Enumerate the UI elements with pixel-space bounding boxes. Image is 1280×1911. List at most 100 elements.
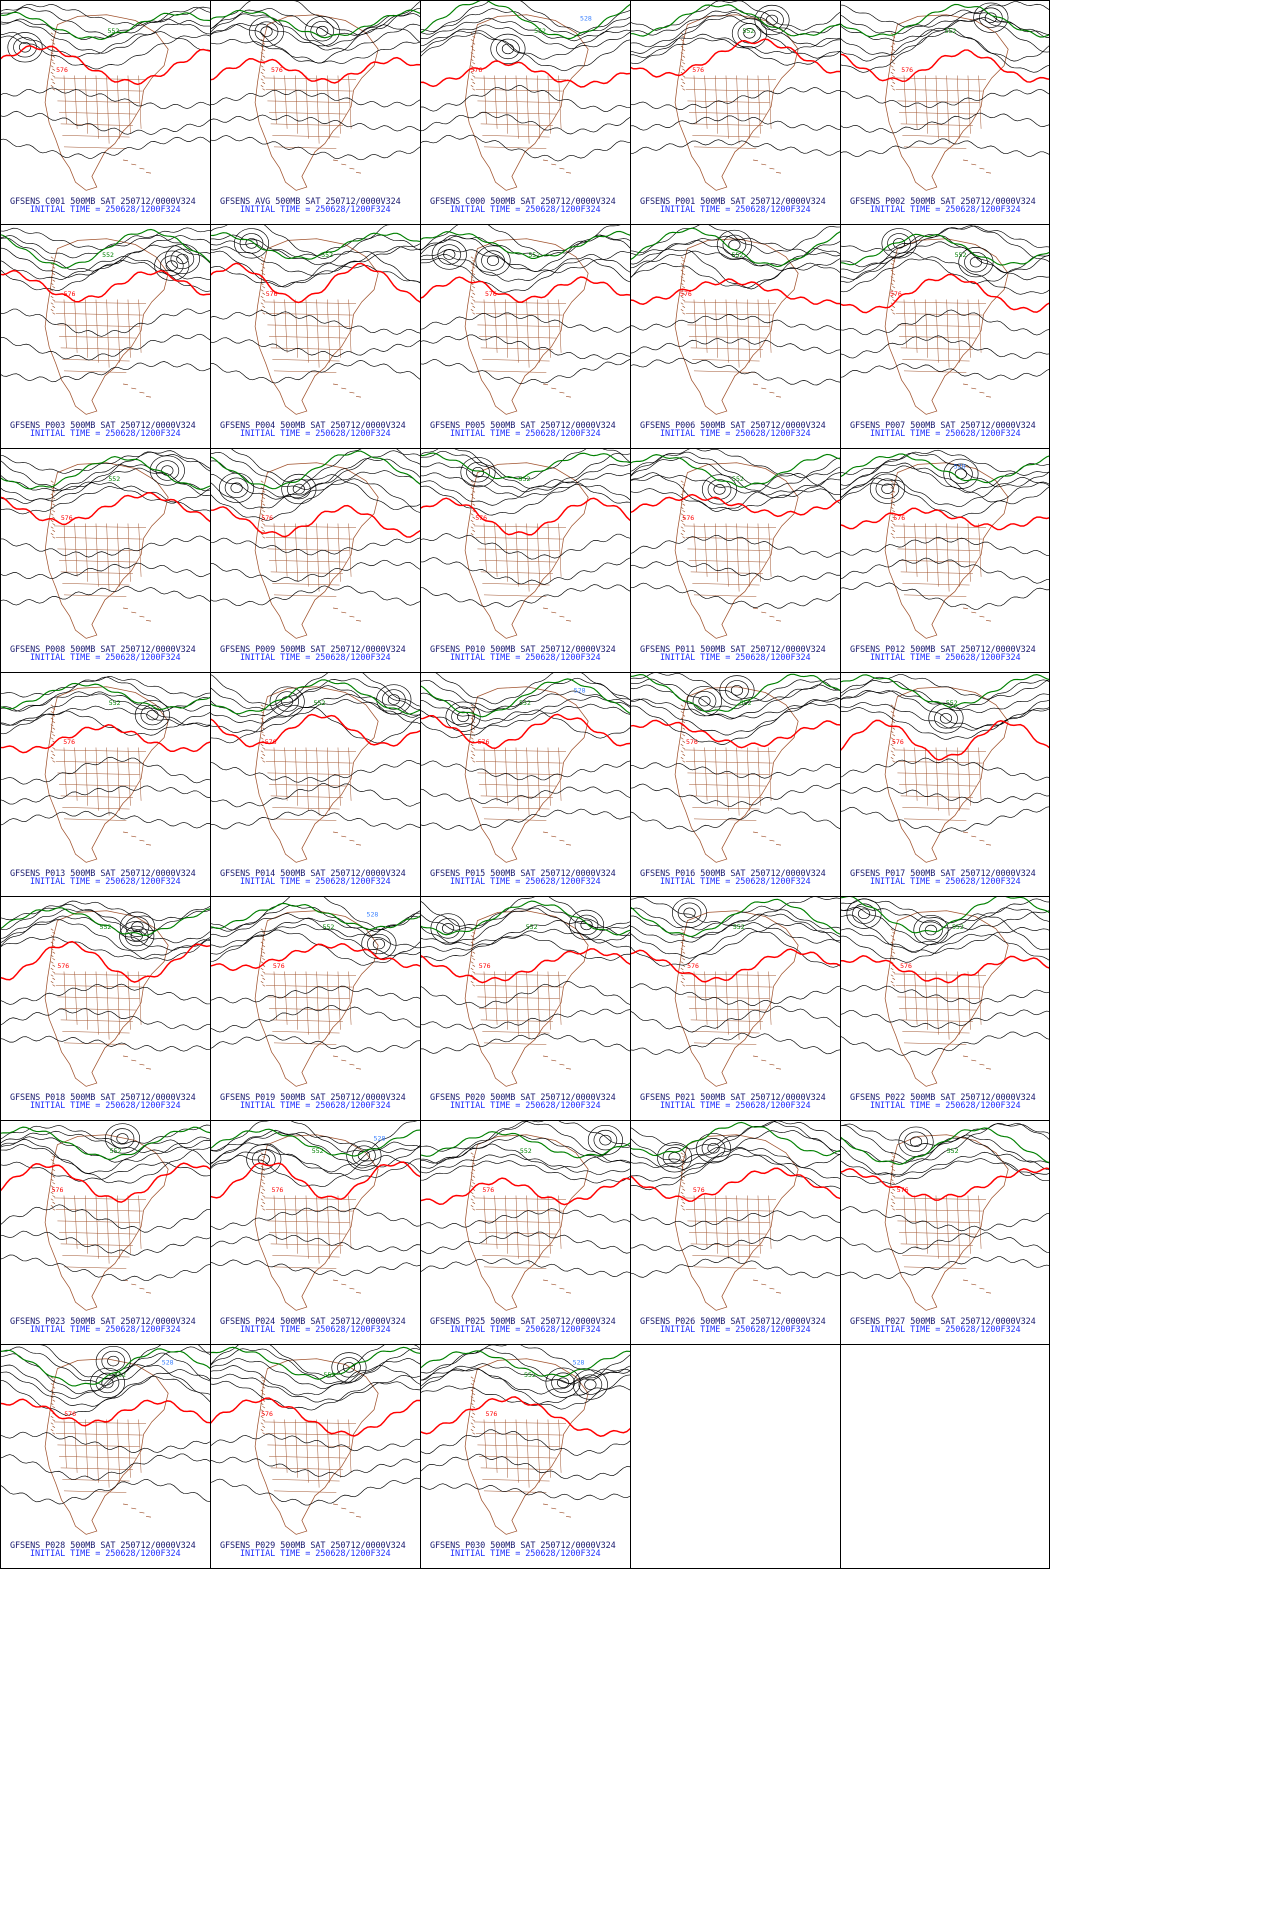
contour-576 [630,719,840,749]
grid-divider [0,1344,1050,1345]
height-contours [630,0,840,156]
ensemble-panel: 576 GFSENS P009 500MB SAT 250712/0000V324… [210,448,420,672]
height-contour-map: 576 552 [840,896,1050,1087]
geography-outline [674,1134,799,1311]
panel-caption: GFSENS P015 500MB SAT 250712/0000V324 [430,869,616,879]
contour-value-label: 552 [519,699,531,707]
contour-576 [0,492,210,526]
contour-552 [630,4,840,37]
contour-552 [840,3,1050,38]
contour-552 [840,896,1050,934]
panel-initial-time: INITIAL TIME = 250628/1200F324 [870,429,1021,439]
panel-caption: GFSENS P010 500MB SAT 250712/0000V324 [430,645,616,655]
ensemble-panel: 576 552 528 GFSENS C000 500MB SAT 250712/00… [420,0,630,224]
geography-outline [674,462,799,639]
panel-caption: GFSENS P028 500MB SAT 250712/0000V324 [10,1541,196,1551]
contour-576 [210,943,420,972]
contour-value-label: 576 [890,290,902,298]
panel-caption: GFSENS P026 500MB SAT 250712/0000V324 [640,1317,826,1327]
grid-divider [210,0,211,1568]
panel-initial-time: INITIAL TIME = 250628/1200F324 [660,429,811,439]
panel-caption: GFSENS P018 500MB SAT 250712/0000V324 [10,1093,196,1103]
contour-552 [0,228,210,269]
contour-value-label: 576 [272,1186,284,1194]
contour-value-label: 552 [314,699,326,707]
height-contour-map: 576 552 [420,896,630,1087]
panel-initial-time: INITIAL TIME = 250628/1200F324 [450,1101,601,1111]
ensemble-panel: 576 552 GFSENS P011 500MB SAT 250712/0000V… [630,448,840,672]
contour-576 [420,276,630,303]
geography-outline [254,1358,379,1535]
panel-initial-time: INITIAL TIME = 250628/1200F324 [450,429,601,439]
ensemble-panel: 576 552 GFSENS P017 500MB SAT 250712/0000V… [840,672,1050,896]
contour-value-label: 552 [524,1371,536,1379]
height-contours [210,1344,420,1506]
contour-value-label: 576 [271,66,283,74]
grid-divider [0,1120,1050,1121]
panel-initial-time: INITIAL TIME = 250628/1200F324 [450,653,601,663]
contour-576 [420,497,630,536]
panel-initial-time: INITIAL TIME = 250628/1200F324 [30,1325,181,1335]
contour-value-label: 528 [574,687,586,695]
panel-caption: GFSENS P008 500MB SAT 250712/0000V324 [10,645,196,655]
panel-initial-time: INITIAL TIME = 250628/1200F324 [240,429,391,439]
contour-576 [630,493,840,518]
panel-caption: GFSENS P030 500MB SAT 250712/0000V324 [430,1541,616,1551]
panel-initial-time: INITIAL TIME = 250628/1200F324 [660,653,811,663]
ensemble-panel: 576 552 GFSENS P007 500MB SAT 250712/0000V… [840,224,1050,448]
panel-initial-time: INITIAL TIME = 250628/1200F324 [240,1549,391,1559]
height-contour-map: 576 528 [840,449,1050,639]
contour-value-label: 576 [63,738,75,746]
panel-caption: GFSENS P002 500MB SAT 250712/0000V324 [850,197,1036,207]
height-contours [0,227,210,383]
contour-value-label: 528 [367,911,379,919]
panel-initial-time: INITIAL TIME = 250628/1200F324 [870,1101,1021,1111]
height-contours [840,1123,1050,1279]
contour-552 [0,456,210,490]
panel-caption: GFSENS P019 500MB SAT 250712/0000V324 [220,1093,406,1103]
contour-576 [0,1398,210,1427]
geography-outline [464,1358,589,1535]
panel-caption: GFSENS P014 500MB SAT 250712/0000V324 [220,869,406,879]
height-contours [840,674,1050,833]
contour-value-label: 552 [114,1371,126,1379]
contour-value-label: 576 [693,1186,705,1194]
ensemble-panel: 576 552 GFSENS P029 500MB SAT 250712/0000V… [210,1344,420,1568]
contour-value-label: 576 [892,738,904,746]
contour-576 [630,278,840,306]
contour-value-label: 552 [733,923,745,931]
grid-divider [1049,0,1050,1568]
grid-divider [0,672,1050,673]
height-contours [210,896,420,1053]
contour-552 [0,1348,210,1387]
geography-outline [674,910,799,1087]
height-contours [840,225,1050,380]
panel-initial-time: INITIAL TIME = 250628/1200F324 [450,877,601,887]
panel-caption: GFSENS C001 500MB SAT 250712/0000V324 [10,197,196,207]
contour-576 [420,713,630,749]
panel-initial-time: INITIAL TIME = 250628/1200F324 [30,653,181,663]
contour-value-label: 576 [682,514,694,522]
ensemble-panel: 576 552 GFSENS P003 500MB SAT 250712/0000V… [0,224,210,448]
contour-552 [210,450,420,490]
grid-divider [420,0,421,1568]
ensemble-panel: 576 552 GFSENS P025 500MB SAT 250712/0000V… [420,1120,630,1344]
contour-value-label: 552 [110,1147,122,1155]
panel-caption: GFSENS P024 500MB SAT 250712/0000V324 [220,1317,406,1327]
contour-576 [630,38,840,78]
contour-552 [420,230,630,260]
height-contour-map: 576 552 528 [420,0,630,191]
height-contour-map: 576 552 528 [420,672,630,863]
geography-outline [884,686,1009,863]
contour-552 [630,227,840,268]
panel-caption: GFSENS P001 500MB SAT 250712/0000V324 [640,197,826,207]
ensemble-panel: 576 552 528 GFSENS P024 500MB SAT 250712/00… [210,1120,420,1344]
contour-value-label: 552 [742,27,754,35]
contour-552 [840,1127,1050,1166]
geography-outline [44,238,169,415]
contour-552 [210,902,420,931]
contour-552 [630,898,840,938]
height-contours [840,449,1050,610]
ensemble-panel: 576 552 GFSENS P001 500MB SAT 250712/0000V… [630,0,840,224]
panel-initial-time: INITIAL TIME = 250628/1200F324 [660,205,811,215]
